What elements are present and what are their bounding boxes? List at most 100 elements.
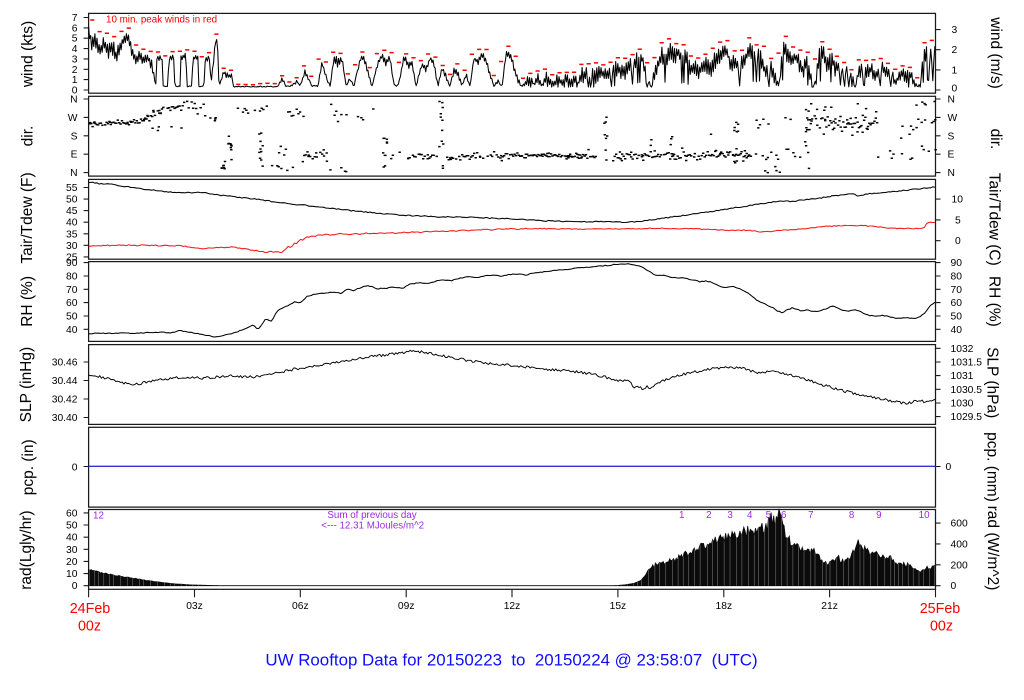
svg-text:SLP (inHg): SLP (inHg) <box>18 347 35 423</box>
svg-text:10: 10 <box>919 510 930 521</box>
svg-text:0: 0 <box>955 236 961 247</box>
svg-text:0: 0 <box>72 581 78 592</box>
svg-text:10: 10 <box>952 195 964 206</box>
svg-text:N: N <box>70 95 77 106</box>
svg-text:W: W <box>948 113 958 124</box>
svg-text:E: E <box>948 150 955 161</box>
svg-text:10 min. peak winds in red: 10 min. peak winds in red <box>106 14 217 25</box>
svg-text:N: N <box>948 95 955 106</box>
svg-text:400: 400 <box>951 539 968 550</box>
svg-text:1030.5: 1030.5 <box>951 385 983 396</box>
svg-text:30.40: 30.40 <box>52 413 78 424</box>
svg-text:12z: 12z <box>504 601 521 612</box>
svg-text:7: 7 <box>72 13 78 24</box>
svg-text:1: 1 <box>679 510 684 521</box>
svg-text:25: 25 <box>66 252 78 263</box>
svg-text:dir.: dir. <box>987 129 1004 150</box>
svg-text:pcp. (mm): pcp. (mm) <box>984 432 1001 502</box>
svg-text:55: 55 <box>66 183 78 194</box>
svg-text:1029.5: 1029.5 <box>951 412 983 423</box>
svg-text:80: 80 <box>951 272 963 283</box>
svg-text:1: 1 <box>72 75 78 86</box>
svg-text:00z: 00z <box>930 619 953 635</box>
svg-text:dir.: dir. <box>20 126 37 147</box>
svg-text:45: 45 <box>66 206 78 217</box>
svg-text:1031: 1031 <box>951 371 974 382</box>
svg-text:N: N <box>70 168 77 179</box>
svg-text:Sum of previous day: Sum of previous day <box>327 510 416 521</box>
svg-text:600: 600 <box>951 519 968 530</box>
svg-text:3: 3 <box>727 510 733 521</box>
svg-text:1: 1 <box>952 65 958 76</box>
svg-text:06z: 06z <box>292 601 309 612</box>
svg-text:pcp. (in): pcp. (in) <box>20 439 37 495</box>
svg-text:SLP (hPa): SLP (hPa) <box>984 347 1001 418</box>
svg-text:2: 2 <box>952 45 958 56</box>
svg-text:1030: 1030 <box>951 399 974 410</box>
svg-text:0: 0 <box>72 86 78 97</box>
svg-text:40: 40 <box>66 325 78 336</box>
svg-text:7: 7 <box>808 510 813 521</box>
svg-text:RH (%): RH (%) <box>19 276 36 327</box>
svg-text:10: 10 <box>66 569 78 580</box>
svg-text:S: S <box>948 131 955 142</box>
svg-text:3: 3 <box>952 25 958 36</box>
svg-text:30: 30 <box>66 545 78 556</box>
svg-text:RH (%): RH (%) <box>986 276 1003 327</box>
svg-text:0: 0 <box>946 462 952 473</box>
svg-text:80: 80 <box>66 272 78 283</box>
svg-text:09z: 09z <box>398 601 415 612</box>
svg-text:3: 3 <box>72 54 78 65</box>
svg-text:UW Rooftop Data for 20150223: UW Rooftop Data for 20150223 to 20150224… <box>265 651 757 670</box>
svg-text:60: 60 <box>951 298 963 309</box>
svg-text:50: 50 <box>66 195 78 206</box>
svg-text:200: 200 <box>951 560 968 571</box>
svg-text:4: 4 <box>747 510 753 521</box>
svg-text:15z: 15z <box>610 601 627 612</box>
svg-text:50: 50 <box>66 521 78 532</box>
svg-text:60: 60 <box>66 298 78 309</box>
svg-text:E: E <box>71 150 78 161</box>
svg-text:50: 50 <box>66 312 78 323</box>
svg-text:20: 20 <box>66 557 78 568</box>
svg-text:70: 70 <box>66 285 78 296</box>
svg-text:30.44: 30.44 <box>52 376 78 387</box>
svg-text:40: 40 <box>951 325 963 336</box>
svg-text:0: 0 <box>72 463 78 474</box>
svg-text:N: N <box>948 168 955 179</box>
svg-text:21z: 21z <box>821 601 838 612</box>
svg-text:8: 8 <box>849 510 855 521</box>
svg-text:90: 90 <box>66 258 78 269</box>
svg-text:5: 5 <box>955 215 961 226</box>
svg-text:25Feb: 25Feb <box>920 601 961 617</box>
svg-text:rad (W/m^2): rad (W/m^2) <box>984 506 1001 591</box>
svg-text:03z: 03z <box>186 601 203 612</box>
svg-text:35: 35 <box>66 229 78 240</box>
svg-text:wind (m/s): wind (m/s) <box>987 16 1004 88</box>
svg-text:30: 30 <box>66 241 78 252</box>
svg-text:5: 5 <box>766 510 772 521</box>
svg-text:1032: 1032 <box>951 344 974 355</box>
svg-text:90: 90 <box>951 258 963 269</box>
svg-text:4: 4 <box>72 44 78 55</box>
svg-text:6: 6 <box>781 510 787 521</box>
svg-text:40: 40 <box>66 533 78 544</box>
svg-text:24Feb: 24Feb <box>70 601 111 617</box>
svg-text:12: 12 <box>93 511 104 522</box>
svg-text:2: 2 <box>706 510 711 521</box>
svg-text:rad(Lgly/hr): rad(Lgly/hr) <box>18 510 35 589</box>
svg-text:<--- 12.31 MJoules/m^2: <--- 12.31 MJoules/m^2 <box>321 521 424 532</box>
svg-text:40: 40 <box>66 218 78 229</box>
svg-text:Tair/Tdew (C): Tair/Tdew (C) <box>986 173 1003 266</box>
svg-text:18z: 18z <box>715 601 732 612</box>
svg-text:00z: 00z <box>78 619 101 635</box>
svg-text:wind (kts): wind (kts) <box>20 21 37 88</box>
svg-text:1031.5: 1031.5 <box>951 358 983 369</box>
svg-text:70: 70 <box>951 285 963 296</box>
svg-text:0: 0 <box>951 581 957 592</box>
svg-text:0: 0 <box>952 84 958 95</box>
svg-text:30.42: 30.42 <box>52 395 78 406</box>
svg-text:6: 6 <box>72 23 78 34</box>
svg-text:2: 2 <box>72 65 78 76</box>
svg-text:Tair/Tdew (F): Tair/Tdew (F) <box>19 172 36 263</box>
